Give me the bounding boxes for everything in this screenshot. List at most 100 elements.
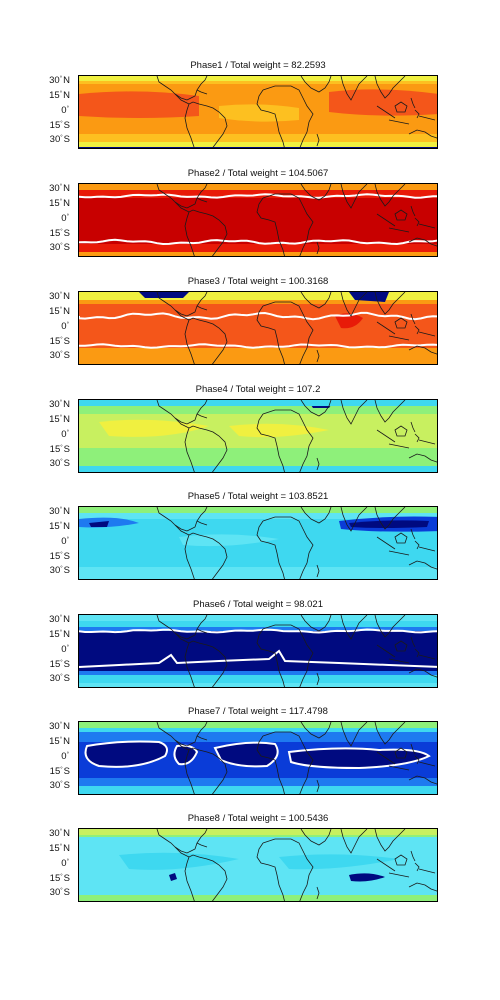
latitude-tick-label: 15°S (49, 444, 70, 455)
panel-title: Phase5 / Total weight = 103.8521 (187, 491, 329, 502)
coastline (414, 325, 420, 335)
latitude-tick-label: 15°N (49, 521, 70, 532)
coastline (340, 76, 368, 101)
coastline (388, 872, 410, 878)
field-plot (79, 829, 437, 901)
coastline (394, 101, 408, 113)
coastline (410, 205, 416, 217)
phase-panel: Phase3 / Total weight = 100.3168 30°N 15°N… (0, 276, 500, 376)
coastline (340, 292, 368, 317)
coastline (316, 457, 320, 471)
color-band (79, 466, 437, 472)
coastline (156, 184, 208, 209)
coastline (414, 648, 420, 658)
coastline (196, 842, 208, 848)
coastline (408, 453, 437, 463)
coastline (300, 722, 332, 739)
contour-line (79, 628, 437, 634)
coastline (156, 615, 208, 640)
panel-title: Phase3 / Total weight = 100.3168 (187, 276, 329, 287)
latitude-tick-label: 0° (61, 644, 69, 655)
contour-line (79, 193, 437, 199)
coastline (174, 93, 190, 105)
coastline (300, 76, 332, 93)
coastline (196, 735, 208, 741)
coastline (394, 854, 408, 866)
coastline (188, 425, 228, 472)
coastline (394, 209, 408, 221)
coastline (256, 520, 285, 579)
tropical-map (78, 614, 438, 688)
color-patch (329, 89, 437, 116)
latitude-tick-label: 30°N (49, 291, 70, 302)
coastline (262, 516, 314, 579)
color-band (79, 304, 437, 348)
coastline (388, 550, 410, 556)
coastline (410, 97, 416, 109)
coastline (184, 642, 195, 687)
color-band (79, 829, 437, 835)
coastline (156, 76, 208, 101)
coastline (408, 560, 437, 570)
coastline (374, 507, 406, 530)
coastline (418, 115, 436, 121)
color-patch (335, 313, 363, 329)
coastline (188, 209, 228, 256)
coastline (394, 317, 408, 329)
coastline (374, 76, 406, 99)
color-patch (119, 852, 239, 870)
coastline (262, 731, 314, 794)
latitude-tick-label: 30°N (49, 399, 70, 410)
contour-line (79, 238, 437, 246)
coastline (376, 105, 396, 119)
phase-panel: Phase1 / Total weight = 82.2593 30°N 15°N 0… (0, 60, 500, 160)
tropical-map (78, 828, 438, 902)
latitude-tick-label: 15°S (49, 873, 70, 884)
coastline (256, 842, 285, 901)
coastline (156, 722, 208, 747)
coastline (196, 197, 208, 203)
coastline (300, 184, 332, 201)
latitude-tick-label: 15°S (49, 336, 70, 347)
phase-panel: Phase4 / Total weight = 107.2 30°N 15°N 0° 1… (0, 384, 500, 484)
latitude-tick-label: 30°S (49, 673, 70, 684)
convection-patch (85, 741, 167, 767)
latitude-tick-label: 15°N (49, 736, 70, 747)
coastline (316, 672, 320, 686)
convection-patch (215, 742, 278, 767)
coastline (174, 739, 190, 751)
coastline (188, 854, 228, 901)
coastline (316, 886, 320, 900)
coastline (174, 417, 190, 429)
coastline (418, 761, 436, 767)
coastline (414, 217, 420, 227)
coastline (388, 658, 410, 664)
panel-title: Phase2 / Total weight = 104.5067 (187, 168, 329, 179)
latitude-tick-label: 30°N (49, 183, 70, 194)
coastline (376, 321, 396, 335)
coastline (418, 439, 436, 445)
coastline (414, 540, 420, 550)
latitude-tick-label: 0° (61, 105, 69, 116)
coastline (374, 184, 406, 207)
latitude-tick-label: 15°S (49, 228, 70, 239)
coastline (374, 292, 406, 315)
latitude-tick-label: 30°N (49, 721, 70, 732)
coastline (374, 722, 406, 745)
field-plot (79, 722, 437, 794)
coastline (340, 829, 368, 854)
coastline (196, 628, 208, 634)
coastline (188, 747, 228, 794)
coastline (408, 129, 437, 139)
panel-title: Phase6 / Total weight = 98.021 (192, 599, 324, 610)
field-plot (79, 507, 437, 579)
latitude-tick-label: 30°N (49, 506, 70, 517)
coastline (256, 305, 285, 364)
color-patch (219, 104, 299, 122)
coastline (418, 331, 436, 337)
coastline (394, 640, 408, 652)
latitude-tick-label: 30°S (49, 565, 70, 576)
coastline (184, 534, 195, 579)
color-patch (349, 520, 429, 528)
coastline (262, 193, 314, 256)
